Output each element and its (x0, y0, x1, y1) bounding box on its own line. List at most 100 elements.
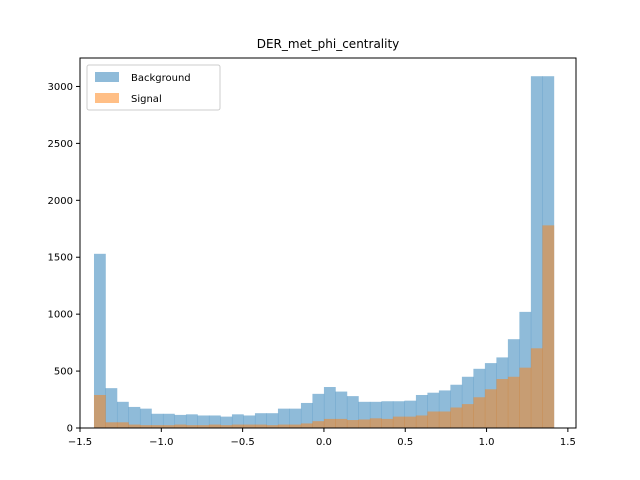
bar-signal-3 (128, 424, 141, 428)
bar-signal-25 (381, 418, 394, 428)
x-tick-label: 1.0 (479, 437, 495, 448)
bar-background-14 (254, 413, 267, 428)
bar-signal-35 (496, 379, 509, 428)
bar-signal-34 (484, 389, 497, 428)
bar-background-5 (151, 413, 164, 428)
bar-background-3 (128, 406, 141, 428)
bar-signal-17 (289, 424, 302, 428)
bar-signal-14 (254, 424, 267, 428)
bar-signal-28 (415, 415, 428, 428)
bar-signal-22 (346, 420, 359, 428)
bar-signal-37 (519, 367, 532, 428)
bar-signal-13 (243, 424, 256, 428)
bar-signal-30 (438, 411, 451, 428)
bar-background-19 (312, 393, 325, 428)
y-tick-label: 1000 (48, 310, 73, 321)
series-signal (93, 225, 555, 428)
bar-signal-33 (473, 397, 486, 428)
bar-background-8 (185, 414, 198, 428)
bar-background-31 (450, 384, 463, 428)
y-tick-label: 1500 (48, 253, 73, 264)
bar-signal-23 (358, 419, 371, 428)
bar-signal-6 (162, 425, 175, 428)
bar-signal-29 (427, 411, 440, 428)
bar-signal-8 (185, 425, 198, 428)
bar-background-23 (358, 401, 371, 428)
bar-background-10 (208, 415, 221, 428)
bar-signal-38 (530, 348, 543, 428)
bars-layer (93, 76, 555, 428)
bar-signal-10 (208, 424, 221, 428)
y-axis: 0 500 1000 1500 2000 2500 3000 (48, 82, 80, 435)
bar-signal-19 (312, 421, 325, 428)
bar-signal-20 (323, 418, 336, 428)
legend-label-background: Background (131, 73, 191, 84)
bar-background-20 (323, 387, 336, 428)
bar-background-12 (231, 414, 244, 428)
x-axis: −1.5 −1.0 −0.5 0.0 0.5 1.0 1.5 (68, 428, 576, 448)
bar-background-6 (162, 413, 175, 428)
bar-background-21 (335, 391, 348, 428)
bar-signal-2 (116, 422, 129, 428)
bar-signal-27 (404, 416, 417, 428)
bar-background-0 (93, 253, 106, 428)
bar-signal-16 (277, 424, 290, 428)
bar-background-1 (105, 388, 118, 428)
x-tick-label: 0.0 (316, 437, 332, 448)
bar-signal-31 (450, 407, 463, 428)
chart-title: DER_met_phi_centrality (257, 37, 400, 51)
bar-background-24 (369, 401, 382, 428)
bar-signal-36 (507, 376, 520, 428)
bar-background-16 (277, 408, 290, 428)
legend-label-signal: Signal (131, 94, 162, 105)
bar-signal-4 (139, 425, 152, 428)
x-tick-label: 0.5 (397, 437, 413, 448)
legend-box (86, 64, 221, 111)
x-tick-label: −1.0 (149, 437, 173, 448)
bar-signal-12 (231, 424, 244, 428)
y-tick-label: 3000 (48, 82, 73, 93)
x-tick-label: −1.5 (68, 437, 92, 448)
bar-background-7 (174, 414, 187, 428)
bar-signal-0 (93, 394, 106, 428)
bar-background-22 (346, 396, 359, 428)
bar-background-11 (220, 416, 233, 428)
bar-signal-11 (220, 425, 233, 428)
bar-background-15 (266, 413, 279, 428)
x-tick-label: −0.5 (230, 437, 254, 448)
bar-background-32 (461, 376, 474, 428)
bar-background-30 (438, 390, 451, 428)
bar-signal-1 (105, 422, 118, 428)
bar-signal-21 (335, 418, 348, 428)
legend-swatch-background (95, 72, 119, 82)
bar-signal-15 (266, 425, 279, 428)
legend-swatch-signal (95, 93, 119, 103)
bar-background-28 (415, 394, 428, 428)
bar-background-4 (139, 408, 152, 428)
bar-background-26 (392, 401, 405, 428)
x-tick-label: 1.5 (560, 437, 576, 448)
bar-background-18 (300, 402, 313, 428)
bar-signal-9 (197, 425, 210, 428)
bar-background-2 (116, 401, 129, 428)
y-tick-label: 0 (67, 424, 73, 435)
y-tick-label: 2000 (48, 196, 73, 207)
bar-background-9 (197, 415, 210, 428)
bar-signal-26 (392, 416, 405, 428)
bar-signal-24 (369, 418, 382, 428)
bar-signal-5 (151, 425, 164, 428)
bar-background-38 (530, 76, 543, 428)
bar-background-13 (243, 415, 256, 428)
series-background (93, 76, 555, 428)
bar-signal-32 (461, 404, 474, 428)
bar-signal-39 (542, 225, 555, 428)
bar-background-27 (404, 400, 417, 428)
y-tick-label: 500 (54, 367, 73, 378)
bar-background-29 (427, 392, 440, 428)
bar-background-17 (289, 408, 302, 428)
bar-signal-7 (174, 424, 187, 428)
legend: Background Signal (86, 64, 221, 111)
bar-background-25 (381, 401, 394, 428)
bar-signal-18 (300, 423, 313, 428)
